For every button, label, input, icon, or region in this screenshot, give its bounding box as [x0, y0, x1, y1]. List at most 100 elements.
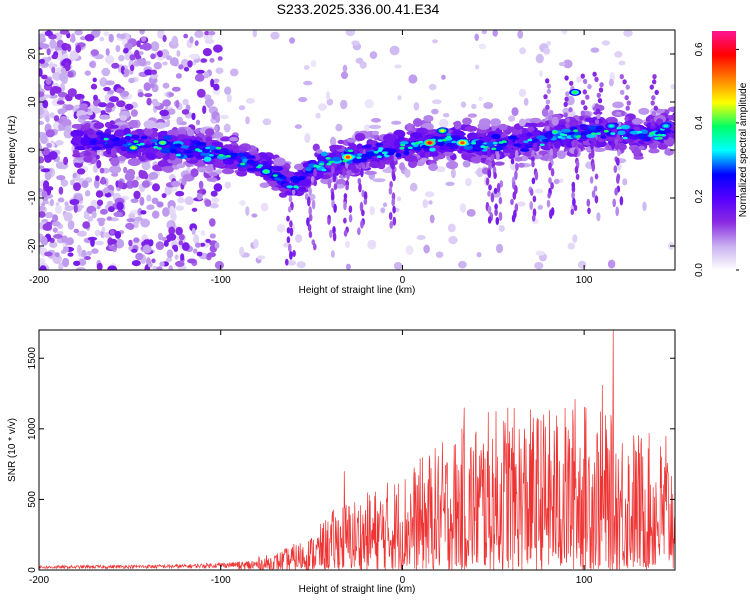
spectrogram-cell: [192, 248, 198, 254]
spectrogram-cell: [553, 178, 560, 185]
spectrogram-cell: [198, 180, 204, 190]
spectrogram-cell: [273, 157, 286, 166]
spectrogram-cell: [614, 187, 618, 196]
spectrogram-cell: [447, 223, 456, 233]
spectrogram-cell: [142, 244, 152, 254]
spectrogram-cell: [75, 130, 85, 137]
spectrogram-cell: [608, 78, 614, 87]
spectrogram-cell: [143, 82, 151, 91]
spectrogram-cell: [90, 83, 98, 90]
spectrogram-cell: [595, 108, 601, 114]
spectrogram-cell: [289, 37, 296, 44]
spectrogram-cell: [372, 178, 386, 183]
spectrogram-cell: [624, 116, 629, 122]
spectrogram-cell: [46, 48, 51, 56]
spectrogram-cell: [90, 49, 99, 56]
spectrogram-cell: [432, 39, 438, 44]
spectrogram-cell: [603, 129, 609, 133]
spectrogram-cell: [160, 147, 172, 154]
spectrogram-cell: [396, 196, 402, 202]
spectrogram-cell: [41, 190, 48, 198]
spectrogram-cell: [534, 262, 544, 270]
spectrogram-cell: [127, 223, 135, 231]
spectrogram-cell: [548, 177, 552, 184]
spectrogram-cell: [656, 118, 664, 125]
spectrogram-cell: [153, 61, 162, 70]
spectrogram-cell: [424, 191, 435, 198]
spectrogram-cell: [564, 96, 569, 102]
spectrogram-cell: [359, 201, 364, 212]
spectrogram-cell: [146, 194, 152, 202]
spectrogram-cell: [308, 206, 313, 216]
spectrogram-cell: [495, 217, 500, 225]
spectrogram-cell: [49, 39, 57, 49]
spectrogram-cell: [133, 237, 140, 243]
spectrogram-cell: [98, 102, 107, 108]
spectrogram-cell: [537, 204, 543, 210]
spectrogram-cell: [319, 163, 325, 166]
spectrogram-cell: [517, 30, 524, 39]
spectrogram-cell: [153, 101, 161, 107]
spectrogram-cell: [189, 54, 198, 59]
spectrogram-cell: [150, 139, 159, 143]
spectrogram-cell: [633, 147, 641, 156]
spectrogram-cell: [395, 152, 402, 158]
spectrogram-cell: [511, 128, 521, 135]
spectrogram-cell: [355, 57, 364, 64]
spectrogram-cell: [376, 155, 382, 158]
spectrogram-cell: [571, 191, 575, 200]
spectrogram-cell: [226, 94, 232, 103]
spectrogram-cell: [123, 47, 129, 54]
spectrogram-cell: [464, 125, 478, 132]
spectrogram-cell: [185, 154, 194, 158]
spectrogram-cell: [493, 172, 497, 179]
spectrogram-cell: [178, 128, 187, 136]
spectrogram-cell: [170, 212, 177, 221]
spectrogram-cell: [76, 168, 86, 175]
spectrogram-cell: [646, 116, 651, 122]
spectrogram-cell: [64, 125, 72, 132]
spectrogram-cell: [52, 214, 59, 223]
spectrogram-cell: [95, 175, 100, 182]
spectrogram-cell: [191, 207, 198, 212]
spectrogram-cell: [180, 145, 190, 149]
spectrogram-cell: [108, 206, 115, 213]
spectrogram-cell: [124, 103, 134, 110]
spectrogram-cell: [162, 82, 170, 89]
spectrogram-cell: [545, 125, 550, 131]
spectrogram-cell: [305, 167, 312, 172]
spectrogram-cell: [315, 149, 323, 154]
spectrogram-cell: [413, 102, 420, 111]
spectrogram-cell: [174, 254, 179, 260]
spectrogram-cell: [259, 182, 270, 188]
spectrogram-cell: [164, 185, 173, 196]
spectrogram-cell: [617, 149, 621, 157]
spectrogram-cell: [392, 216, 397, 226]
spectrogram-cell: [518, 88, 527, 97]
spectrogram-cell: [427, 141, 432, 145]
spectrogram-cell: [512, 191, 517, 200]
spectrogram-cell: [251, 213, 258, 218]
spectrogram-cell: [137, 92, 144, 98]
spectrogram-cell: [218, 154, 224, 157]
spectrogram-cell: [600, 135, 607, 139]
spectrogram-cell: [60, 179, 69, 187]
spectrogram-cell: [108, 245, 117, 251]
spectrogram-cell: [84, 34, 95, 42]
spectrogram-cell: [303, 65, 310, 70]
spectrogram-cell: [481, 30, 487, 35]
spectrogram-cell: [87, 128, 94, 135]
spectrogram-cell: [49, 198, 54, 207]
spectrogram-cell: [245, 116, 250, 125]
spectrogram-cell: [73, 260, 81, 266]
spectrogram-cell: [393, 262, 403, 270]
spectrogram-cell: [105, 80, 115, 86]
spectrogram-cell: [158, 232, 163, 241]
spectrogram-cell: [510, 198, 514, 206]
spectrogram-cell: [202, 105, 207, 114]
spectrogram-cell: [596, 92, 601, 98]
spectrogram-cell: [124, 135, 132, 141]
spectrogram-cell: [595, 132, 601, 135]
spectrogram-cell: [103, 86, 111, 92]
spectrogram-cell: [315, 165, 321, 168]
